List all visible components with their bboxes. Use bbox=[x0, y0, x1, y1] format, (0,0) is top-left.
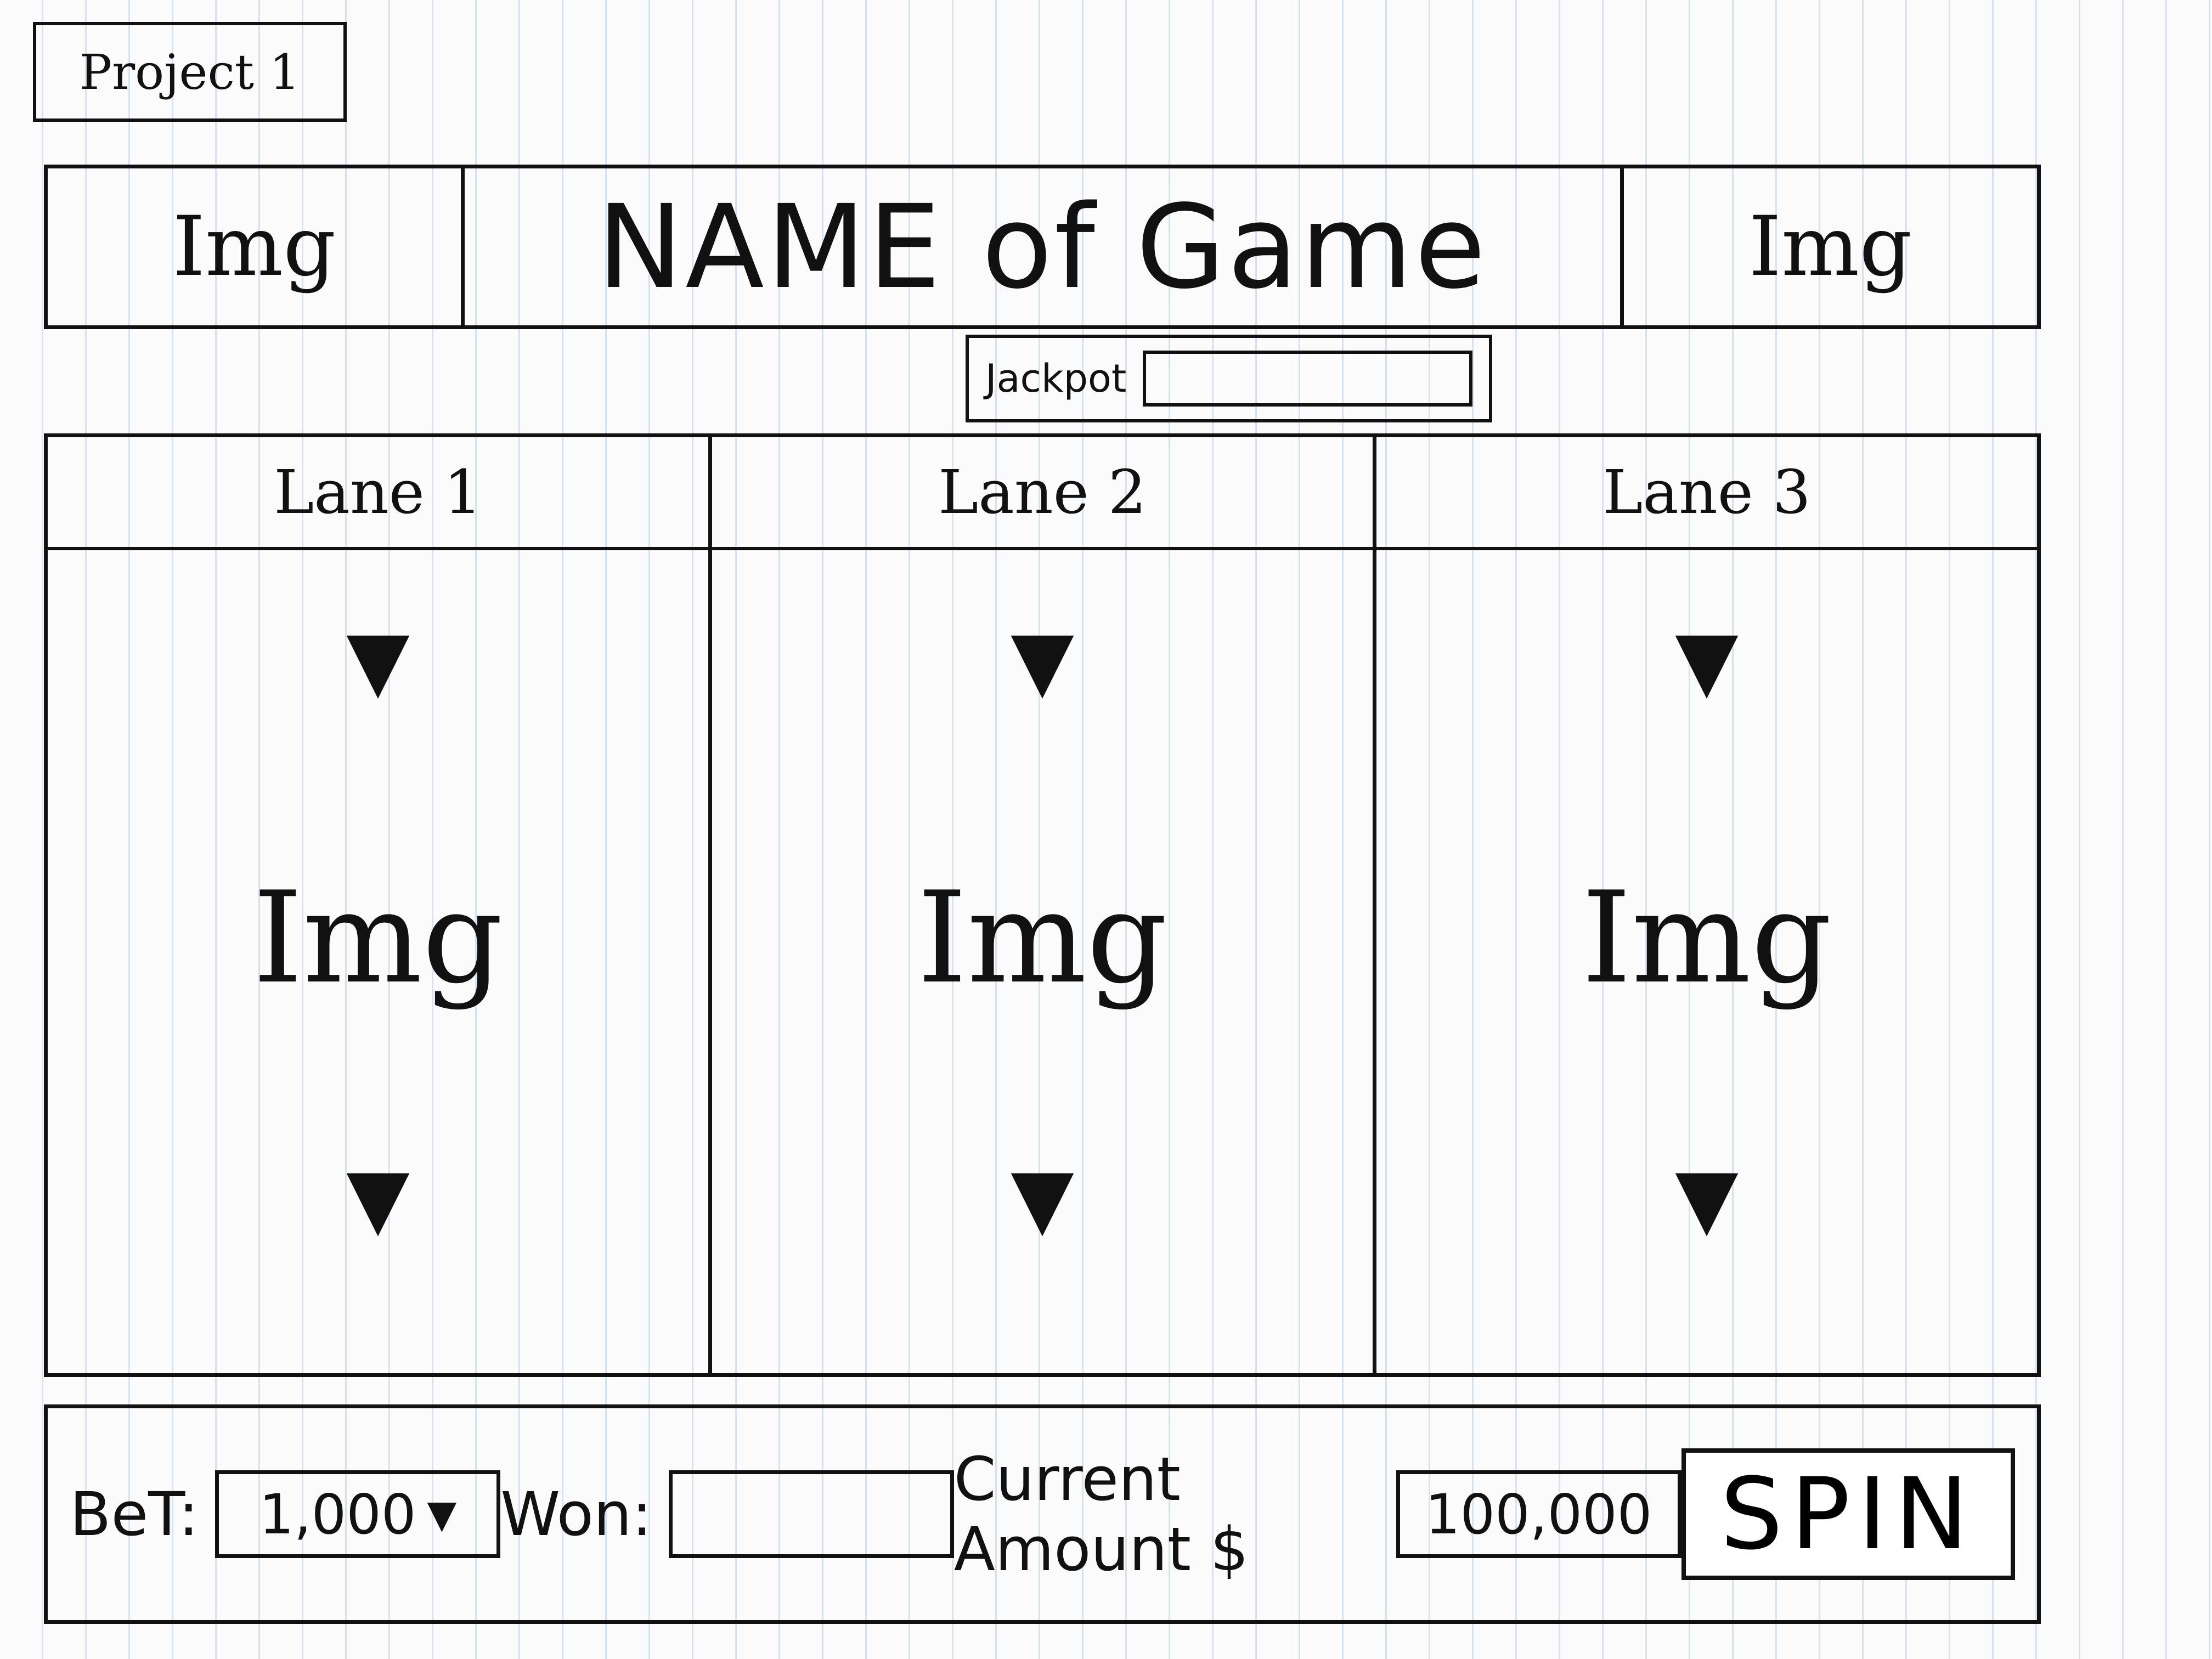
arrow-down-icon: ▼ bbox=[346, 613, 410, 708]
bet-label: BeT: bbox=[70, 1479, 199, 1549]
spin-button[interactable]: SPIN bbox=[1681, 1448, 2015, 1580]
arrow-down-icon: ▼ bbox=[1011, 613, 1074, 708]
jackpot-value-box bbox=[1143, 351, 1472, 407]
arrow-down-icon: ▼ bbox=[1011, 1150, 1074, 1246]
lane-label: Lane 1 bbox=[48, 437, 708, 550]
lane-reel-image: Img bbox=[252, 865, 504, 1012]
bet-group: BeT: 1,000 ▼ bbox=[70, 1470, 501, 1558]
control-panel: BeT: 1,000 ▼ Won: Current Amount $ 100,0… bbox=[44, 1404, 2041, 1624]
amount-group: Current Amount $ 100,000 bbox=[954, 1444, 1681, 1584]
arrow-down-icon: ▼ bbox=[1675, 1150, 1739, 1246]
won-value-box bbox=[668, 1470, 954, 1558]
game-title: NAME of Game bbox=[597, 179, 1488, 314]
arrow-down-icon: ▼ bbox=[1675, 613, 1739, 708]
jackpot-display: Jackpot bbox=[966, 335, 1492, 422]
lane-reel-image: Img bbox=[1581, 865, 1832, 1012]
header-image-left: Img bbox=[48, 168, 465, 325]
lane-3: Lane 3 ▼ Img ▼ bbox=[1376, 437, 2037, 1373]
won-group: Won: bbox=[500, 1470, 954, 1558]
jackpot-label: Jackpot bbox=[985, 356, 1127, 401]
lane-label: Lane 3 bbox=[1376, 437, 2037, 550]
slot-lanes: Lane 1 ▼ Img ▼ Lane 2 ▼ Img ▼ Lane 3 ▼ I… bbox=[44, 433, 2041, 1377]
lane-label: Lane 2 bbox=[712, 437, 1373, 550]
project-label: Project 1 bbox=[33, 22, 347, 122]
won-label: Won: bbox=[500, 1479, 652, 1549]
bet-value: 1,000 bbox=[259, 1482, 416, 1547]
lane-1: Lane 1 ▼ Img ▼ bbox=[48, 437, 712, 1373]
game-header: Img NAME of Game Img bbox=[44, 165, 2041, 329]
chevron-down-icon: ▼ bbox=[427, 1492, 457, 1537]
header-image-right: Img bbox=[1620, 168, 2037, 325]
lane-2: Lane 2 ▼ Img ▼ bbox=[712, 437, 1376, 1373]
current-amount-label: Current Amount $ bbox=[953, 1444, 1249, 1584]
lane-reel-image: Img bbox=[917, 865, 1168, 1012]
arrow-down-icon: ▼ bbox=[346, 1150, 410, 1246]
current-amount-box: 100,000 bbox=[1396, 1470, 1681, 1558]
bet-dropdown[interactable]: 1,000 ▼ bbox=[215, 1470, 501, 1558]
